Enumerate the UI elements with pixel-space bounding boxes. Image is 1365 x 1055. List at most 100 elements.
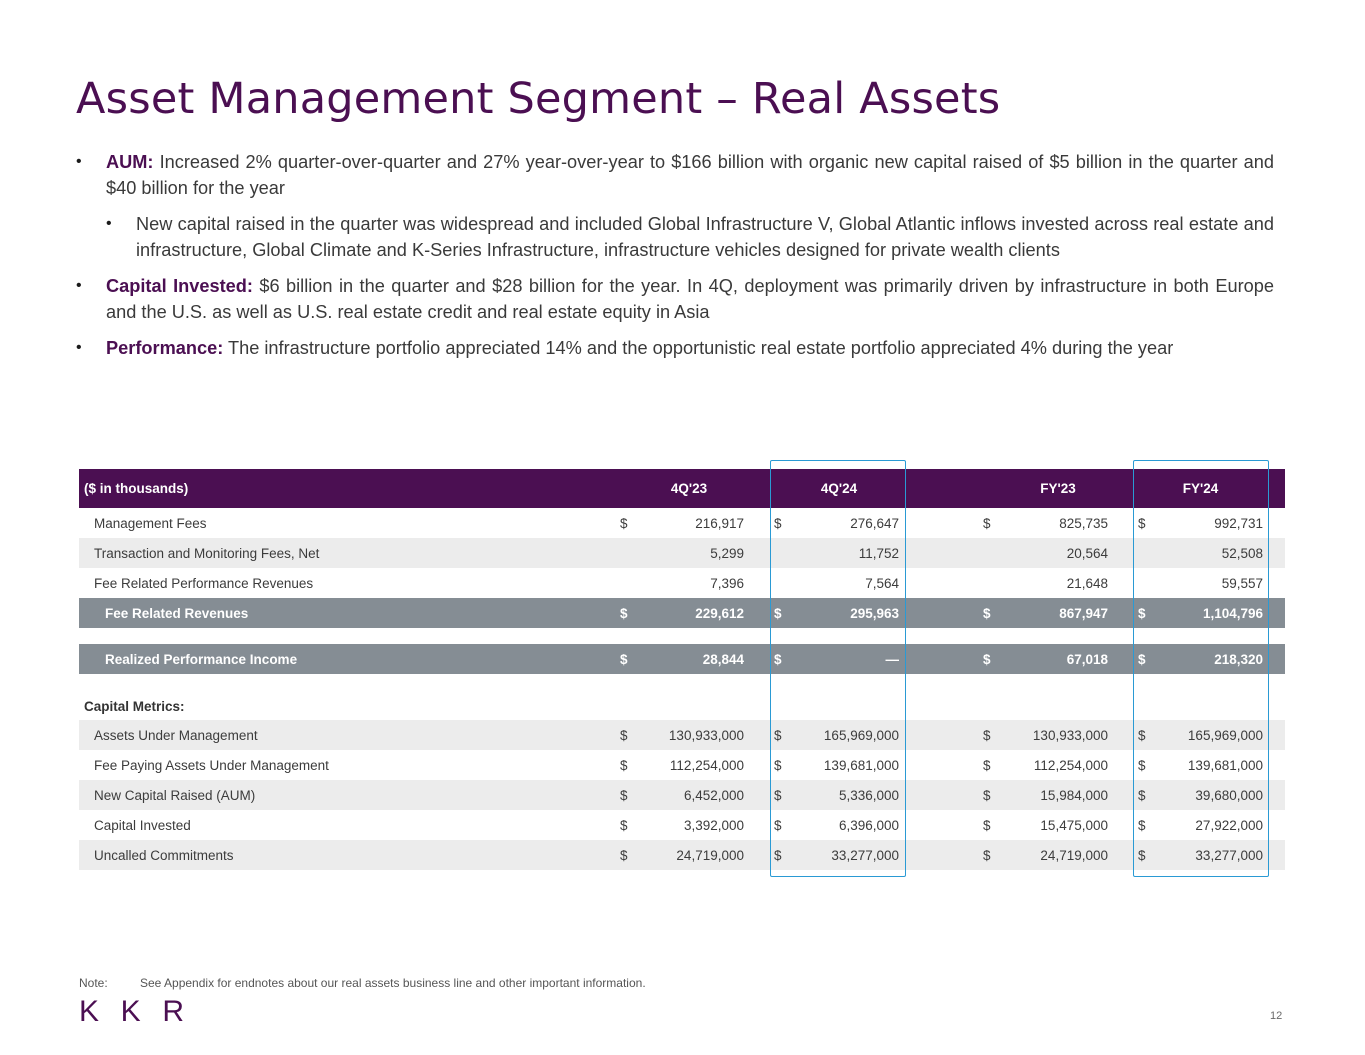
table-row: Assets Under Management $ 130,933,000 $ … [79, 720, 1285, 750]
row-label: Fee Related Performance Revenues [94, 575, 314, 591]
footnote: Note: See Appendix for endnotes about our… [79, 976, 646, 990]
bullet-performance: • Performance: The infrastructure portfo… [76, 335, 1274, 361]
bullet-text: New capital raised in the quarter was wi… [136, 214, 1274, 260]
cell-value: 825,735 [1059, 515, 1108, 531]
bullet-dot: • [76, 277, 82, 294]
currency-symbol: $ [774, 817, 782, 833]
currency-symbol: $ [983, 757, 991, 773]
cell-value: 7,396 [710, 575, 744, 591]
bullet-lead: Capital Invested: [106, 276, 253, 296]
header-4q24: 4Q'24 [820, 481, 858, 496]
cell-value: 6,452,000 [683, 787, 744, 803]
bullet-dot: • [76, 153, 82, 170]
cell-value: 59,557 [1221, 575, 1263, 591]
header-4q23: 4Q'23 [670, 481, 708, 496]
table-row: Management Fees $ 216,917 $ 276,647 $ 82… [79, 508, 1285, 538]
cell-value: 24,719,000 [1040, 847, 1108, 863]
currency-symbol: $ [983, 847, 991, 863]
kkr-logo: KKR [79, 995, 195, 1029]
currency-symbol: $ [620, 605, 628, 621]
cell-value: 20,564 [1066, 545, 1108, 561]
currency-symbol: $ [774, 515, 782, 531]
cell-value: 33,277,000 [1195, 847, 1263, 863]
cell-value: 1,104,796 [1202, 605, 1263, 621]
currency-symbol: $ [620, 847, 628, 863]
table-row: Transaction and Monitoring Fees, Net 5,2… [79, 538, 1285, 568]
currency-symbol: $ [620, 651, 628, 667]
cell-value: 216,917 [695, 515, 744, 531]
logo-text: KKR [79, 996, 193, 1024]
currency-symbol: $ [1138, 757, 1146, 773]
row-label: Management Fees [94, 515, 207, 531]
table-header: ($ in thousands) 4Q'23 4Q'24 FY'23 FY'24 [79, 469, 1285, 508]
cell-value: 24,719,000 [676, 847, 744, 863]
row-label: New Capital Raised (AUM) [94, 787, 256, 803]
cell-value: 6,396,000 [838, 817, 899, 833]
row-label: Fee Paying Assets Under Management [94, 757, 329, 773]
currency-symbol: $ [620, 757, 628, 773]
page-title: Asset Management Segment – Real Assets [76, 74, 1001, 124]
currency-symbol: $ [620, 727, 628, 743]
cell-value: 15,475,000 [1040, 817, 1108, 833]
currency-symbol: $ [774, 847, 782, 863]
currency-symbol: $ [1138, 847, 1146, 863]
currency-symbol: $ [774, 651, 782, 667]
currency-symbol: $ [620, 515, 628, 531]
row-label: Uncalled Commitments [94, 847, 234, 863]
cell-value: 21,648 [1066, 575, 1108, 591]
highlight-box-fy24 [1133, 460, 1269, 877]
currency-symbol: $ [774, 727, 782, 743]
table-row: New Capital Raised (AUM) $ 6,452,000 $ 5… [79, 780, 1285, 810]
cell-value: 27,922,000 [1195, 817, 1263, 833]
bullet-capital-invested: • Capital Invested: $6 billion in the qu… [76, 273, 1274, 325]
currency-symbol: $ [774, 605, 782, 621]
bullet-text: Increased 2% quarter-over-quarter and 27… [106, 152, 1274, 198]
cell-value: 112,254,000 [1033, 757, 1108, 773]
bullet-lead: AUM: [106, 152, 154, 172]
row-spacer [79, 628, 1285, 644]
cell-value: 139,681,000 [823, 757, 899, 773]
cell-value: 218,320 [1214, 651, 1263, 667]
currency-symbol: $ [774, 757, 782, 773]
row-label: Assets Under Management [94, 727, 258, 743]
bullet-list: • AUM: Increased 2% quarter-over-quarter… [76, 149, 1274, 371]
cell-value: 67,018 [1066, 651, 1108, 667]
total-row-realized-performance: Realized Performance Income $ 28,844 $ —… [79, 644, 1285, 674]
cell-value: 39,680,000 [1195, 787, 1263, 803]
bullet-lead: Performance: [106, 338, 224, 358]
cell-value: 867,947 [1059, 605, 1108, 621]
currency-symbol: $ [620, 817, 628, 833]
cell-value: 165,969,000 [1187, 727, 1263, 743]
cell-value: 28,844 [702, 651, 744, 667]
cell-value: 130,933,000 [1032, 727, 1108, 743]
bullet-new-capital: • New capital raised in the quarter was … [76, 211, 1274, 263]
cell-value: 112,254,000 [669, 757, 744, 773]
currency-symbol: $ [1138, 651, 1146, 667]
financial-table: ($ in thousands) 4Q'23 4Q'24 FY'23 FY'24… [79, 469, 1285, 870]
row-label: Fee Related Revenues [105, 605, 249, 621]
currency-symbol: $ [983, 651, 991, 667]
cell-value: 165,969,000 [823, 727, 899, 743]
table-row: Capital Invested $ 3,392,000 $ 6,396,000… [79, 810, 1285, 840]
currency-symbol: $ [983, 727, 991, 743]
table-row: Fee Paying Assets Under Management $ 112… [79, 750, 1285, 780]
currency-symbol: $ [1138, 727, 1146, 743]
cell-value: 33,277,000 [831, 847, 899, 863]
section-label: Capital Metrics: [84, 699, 185, 714]
bullet-text: The infrastructure portfolio appreciated… [223, 338, 1174, 358]
bullet-text: $6 billion in the quarter and $28 billio… [106, 276, 1274, 322]
currency-symbol: $ [1138, 605, 1146, 621]
page-number: 12 [1270, 1010, 1283, 1022]
bullet-aum: • AUM: Increased 2% quarter-over-quarter… [76, 149, 1274, 201]
cell-value: 11,752 [858, 545, 899, 561]
row-label: Capital Invested [94, 817, 191, 833]
row-label: Realized Performance Income [105, 651, 298, 667]
currency-symbol: $ [983, 515, 991, 531]
cell-value: 139,681,000 [1187, 757, 1263, 773]
cell-value: 5,336,000 [838, 787, 899, 803]
cell-value: 992,731 [1214, 515, 1263, 531]
table-row: Uncalled Commitments $ 24,719,000 $ 33,2… [79, 840, 1285, 870]
currency-symbol: $ [774, 787, 782, 803]
cell-value: 3,392,000 [683, 817, 744, 833]
currency-symbol: $ [983, 817, 991, 833]
